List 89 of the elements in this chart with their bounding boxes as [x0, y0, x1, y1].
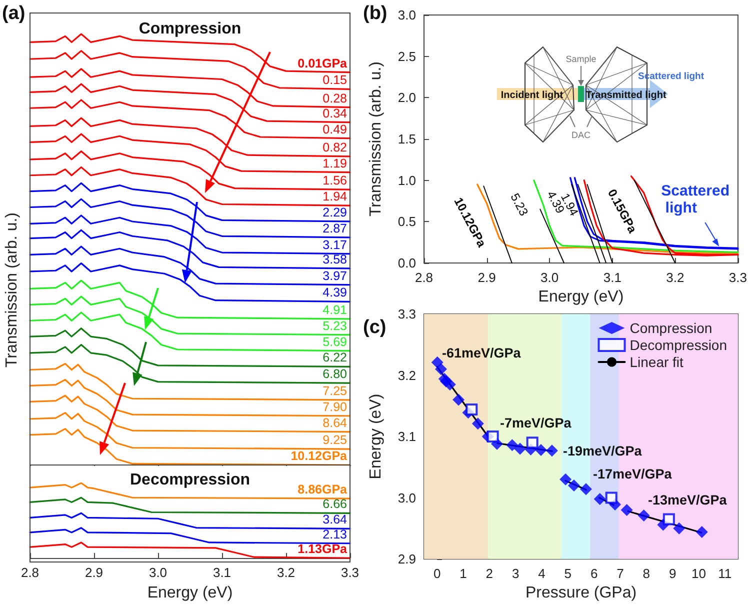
y-tick-label: 2.5: [398, 48, 416, 64]
series-label: 1.13GPa: [298, 542, 348, 556]
x-tick-label: 3.2: [276, 565, 296, 580]
series-label: 2.29: [322, 205, 348, 220]
text: (b): [363, 3, 388, 24]
x-tick-label: 2.9: [478, 270, 496, 285]
series-label: 1.94: [322, 190, 348, 204]
x-tick-label: 3.3: [728, 270, 748, 285]
x-axis-title: Pressure (GPa): [525, 584, 637, 602]
y-tick-label: 3.3: [398, 306, 416, 322]
x-tick-label: 3.0: [148, 565, 168, 580]
series-label: 2.13: [322, 527, 348, 542]
annotation: -13meV/GPa: [648, 492, 728, 508]
series-label: 1.19: [322, 156, 348, 170]
series-label: 0.01GPa: [298, 56, 348, 70]
x-tick-label: 1: [460, 566, 467, 581]
series-label: 0.28: [322, 91, 348, 106]
text: (c): [363, 317, 386, 338]
x-tick-label: 3.0: [540, 270, 559, 285]
x-tick-label: 0: [433, 566, 441, 581]
legend-label: Decompression: [630, 337, 728, 353]
y-tick-label: 3.1: [398, 429, 416, 444]
x-tick-label: 2.8: [414, 270, 434, 285]
series-label: 0.15: [322, 73, 348, 88]
series-label: 6.66: [322, 497, 348, 512]
series-label: 3.64: [322, 512, 348, 527]
series-label: 3.97: [322, 268, 348, 283]
annotation: Sample: [566, 54, 596, 64]
series-label: 4.91: [322, 302, 348, 317]
y-tick-label: 0.0: [398, 256, 416, 270]
series-label: 6.22: [322, 350, 348, 365]
legend-label: Compression: [630, 320, 712, 336]
y-tick-label: 1.5: [398, 132, 416, 146]
x-tick-label: 8: [642, 566, 650, 581]
chart-title: Decompression: [130, 472, 250, 488]
x-tick-label: 2.8: [20, 565, 40, 580]
x-axis-title: Energy (eV): [538, 288, 624, 306]
series-label: 8.86GPa: [298, 482, 348, 497]
x-tick-label: 3.3: [340, 565, 360, 580]
x-tick-label: 11: [718, 566, 732, 581]
series-label: 8.64: [322, 416, 348, 430]
x-tick-label: 2.9: [84, 565, 104, 580]
y-axis-title: Transmission (arb. u.): [368, 62, 384, 216]
text: (a): [2, 3, 26, 24]
series-label: 0.49: [322, 122, 348, 136]
series-label: 1.56: [322, 174, 348, 188]
x-tick-label: 7: [616, 566, 624, 581]
annotation: -19meV/GPa: [563, 444, 642, 458]
y-tick-label: 3.2: [398, 368, 416, 383]
x-tick-label: 2: [486, 566, 494, 581]
series-label: 6.80: [322, 367, 348, 382]
series-label: 0.34: [322, 106, 348, 120]
y-tick-label: 3.0: [398, 490, 416, 506]
x-tick-label: 6: [590, 566, 598, 581]
annotation: -7meV/GPa: [500, 416, 572, 430]
annotation: -61meV/GPa: [442, 346, 522, 360]
x-tick-label: 3.1: [603, 270, 622, 285]
x-tick-label: 10: [692, 566, 706, 581]
y-axis-title: Energy (eV): [368, 394, 384, 480]
series-label: 2.87: [322, 221, 348, 236]
x-axis-title: Energy (eV): [147, 584, 233, 602]
chart-title: Compression: [138, 20, 242, 38]
x-tick-label: 3: [512, 566, 520, 581]
annotation: -17meV/GPa: [593, 466, 672, 482]
x-tick-label: 4: [538, 566, 546, 581]
y-tick-label: 0.5: [398, 214, 416, 230]
x-tick-label: 9: [668, 566, 676, 581]
x-tick-label: 5: [564, 566, 572, 581]
annotation: Scattered light: [661, 182, 730, 216]
series-label: 10.12GPa: [290, 449, 348, 463]
x-tick-label: 3.2: [666, 270, 684, 285]
series-label: 5.69: [322, 334, 348, 349]
series-label: 7.25: [322, 384, 348, 398]
series-label: 3.58: [322, 252, 348, 266]
y-tick-label: 3.0: [398, 8, 416, 22]
y-axis-title: Transmission (arb. u.): [4, 212, 20, 368]
series-label: 7.90: [322, 400, 348, 414]
y-tick-label: 2.0: [398, 90, 416, 106]
series-label: 4.39: [322, 286, 348, 300]
series-label: 9.25: [322, 433, 348, 448]
text: 5.23: [508, 191, 532, 218]
series-label: 5.23: [322, 318, 348, 333]
legend-label: Linear fit: [630, 354, 684, 370]
y-tick-label: 2.9: [398, 552, 416, 566]
series-label: 0.82: [322, 140, 348, 154]
annotation: DAC: [571, 130, 591, 140]
series-label: 3.17: [322, 238, 348, 252]
x-tick-label: 3.1: [212, 565, 232, 580]
y-tick-label: 1.0: [398, 172, 416, 188]
